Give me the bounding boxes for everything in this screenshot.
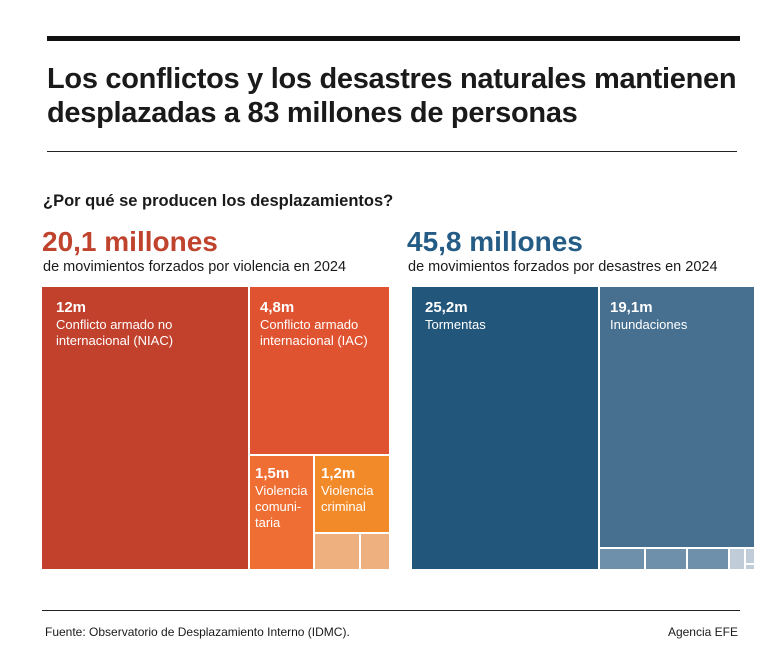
- treemap-cell-comunitaria: 1,5m Violencia comuni- taria: [250, 456, 313, 569]
- treemap-cell-minor: [730, 549, 744, 569]
- treemap-cell-minor: [746, 549, 754, 563]
- credit: Agencia EFE: [667, 625, 738, 639]
- violence-headline: 20,1 millones: [42, 226, 218, 257]
- top-rule: [47, 36, 740, 41]
- cell-label-line: comuni-: [255, 499, 302, 514]
- cell-label: Violencia criminal: [321, 483, 374, 514]
- treemap-cell-iac: 4,8m Conflicto armado internacional (IAC…: [250, 287, 389, 454]
- treemap-cell-tormentas: 25,2m Tormentas: [412, 287, 598, 569]
- cell-value: 12m: [56, 299, 87, 316]
- cell-label: Tormentas: [425, 317, 486, 332]
- treemap-cell-minor: [361, 534, 389, 569]
- cell-label-line: Violencia: [255, 483, 308, 498]
- cell-value: 25,2m: [425, 299, 468, 316]
- treemap-cell-minor: [746, 565, 754, 569]
- disaster-headline: 45,8 millones: [407, 226, 583, 257]
- treemap-cell-minor: [315, 534, 359, 569]
- treemap-cell-minor: [688, 549, 728, 569]
- cell-label: Inundaciones: [610, 317, 688, 332]
- source-note: Fuente: Observatorio de Desplazamiento I…: [45, 625, 350, 639]
- cell-value: 1,5m: [255, 465, 290, 482]
- treemap-cell-inundaciones: 19,1m Inundaciones: [600, 287, 754, 547]
- cell-label: Conflicto armado no internacional (NIAC): [56, 317, 174, 348]
- subtitle: ¿Por qué se producen los desplazamientos…: [43, 192, 394, 210]
- cell-label-line: taria: [255, 515, 281, 530]
- treemap-cell-minor: [646, 549, 686, 569]
- cell-value: 4,8m: [260, 299, 295, 316]
- treemap-cell-criminal: 1,2m Violencia criminal: [315, 456, 389, 532]
- footer-divider: [42, 610, 740, 611]
- disaster-description: de movimientos forzados por desastres en…: [408, 259, 718, 275]
- cell-value: 1,2m: [321, 465, 356, 482]
- cell-label: Conflicto armado internacional (IAC): [260, 317, 368, 348]
- treemap-cell-minor: [600, 549, 644, 569]
- treemap-cell-niac: 12m Conflicto armado no internacional (N…: [42, 287, 248, 569]
- title-divider: [47, 151, 737, 152]
- cell-value: 19,1m: [610, 299, 653, 316]
- violence-description: de movimientos forzados por violencia en…: [43, 259, 347, 275]
- page-title: Los conflictos y los desastres naturales…: [47, 63, 737, 129]
